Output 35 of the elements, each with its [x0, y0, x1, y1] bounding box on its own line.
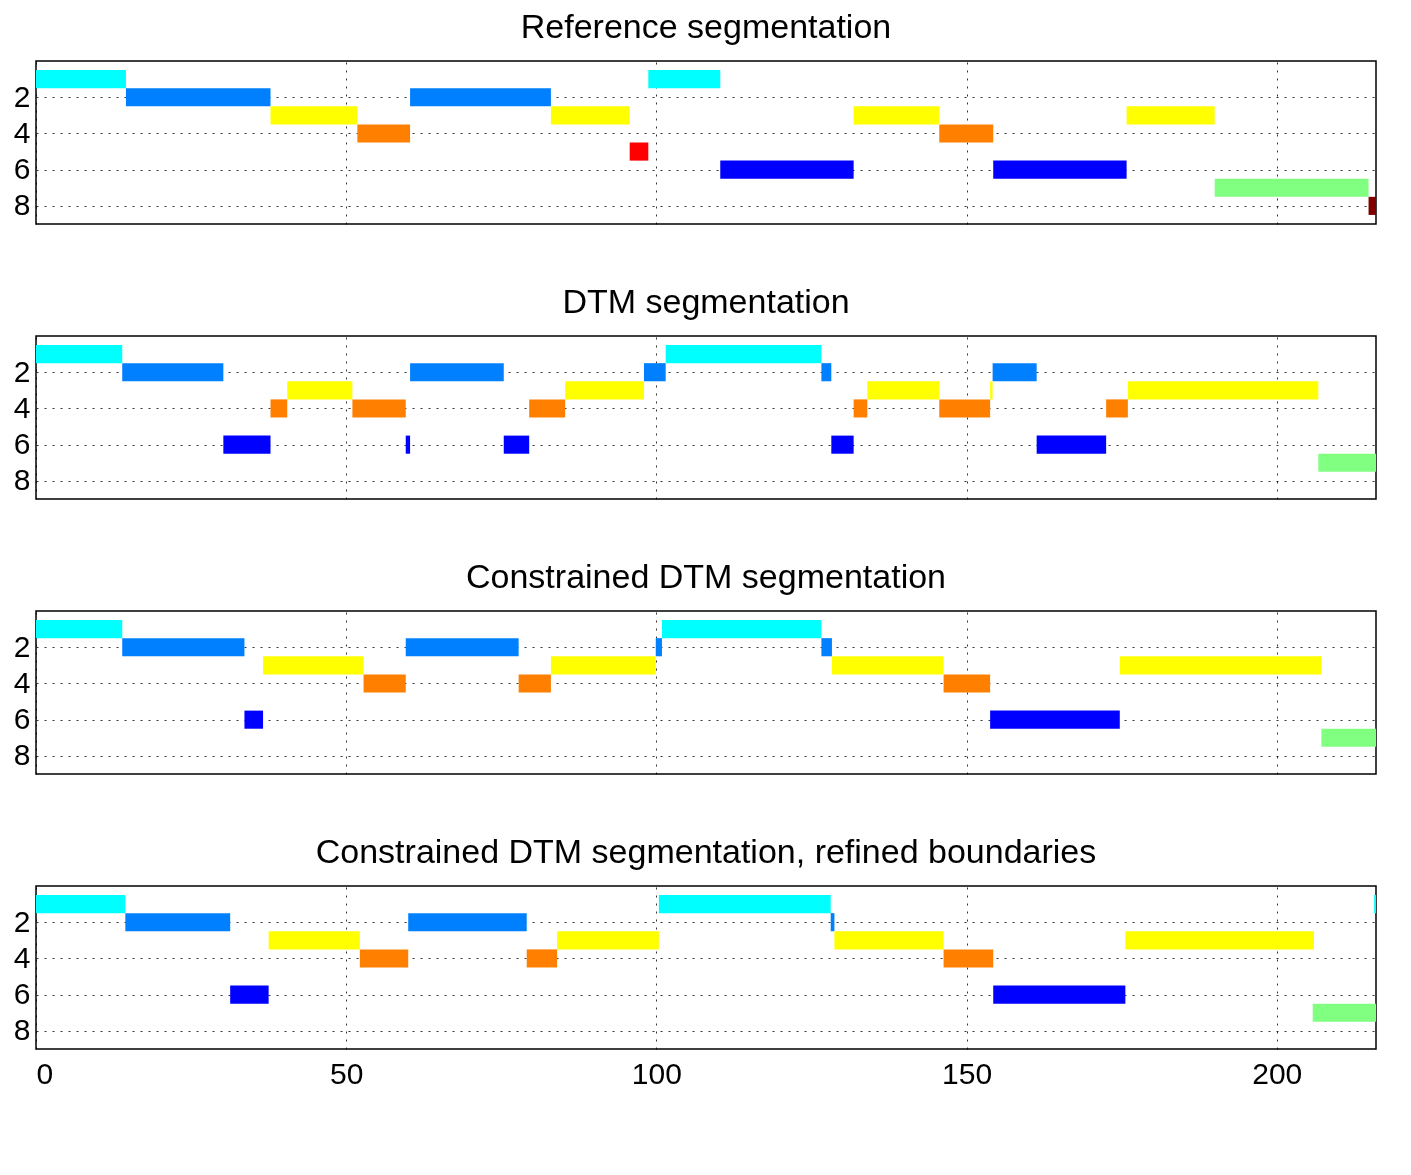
y-tick-label: 2 [13, 354, 31, 388]
bar [1106, 399, 1128, 418]
y-tick-label: 4 [13, 940, 31, 974]
x-tick-label: 100 [631, 1056, 682, 1090]
chart-title: Constrained DTM segmentation, refined boundaries [315, 832, 1097, 870]
y-tick-label: 4 [13, 115, 31, 149]
x-tick-label: 200 [1252, 1056, 1303, 1090]
x-tick-label: 150 [942, 1056, 993, 1090]
chart-title: Reference segmentation [520, 7, 892, 45]
bar [1318, 453, 1376, 472]
y-tick-label: 8 [13, 463, 31, 497]
y-tick-label: 6 [13, 152, 31, 186]
bar [1214, 178, 1369, 197]
x-tick-label: 50 [330, 1056, 364, 1090]
y-tick-label: 6 [13, 702, 31, 736]
y-tick-label: 2 [13, 629, 31, 663]
y-tick-label: 4 [13, 665, 31, 699]
y-tick-label: 8 [13, 1013, 31, 1047]
bar [1368, 196, 1376, 215]
bar [1312, 1003, 1376, 1022]
y-tick-label: 6 [13, 427, 31, 461]
bar [1126, 106, 1215, 125]
chart-title: DTM segmentation [562, 282, 850, 320]
bar [853, 106, 940, 125]
y-tick-label: 8 [13, 738, 31, 772]
bar [1125, 931, 1314, 950]
y-tick-label: 6 [13, 977, 31, 1011]
bar [629, 142, 649, 161]
y-tick-label: 2 [13, 79, 31, 113]
y-tick-label: 2 [13, 904, 31, 938]
x-tick-label: 0 [36, 1056, 54, 1090]
y-tick-label: 8 [13, 188, 31, 222]
bar [1321, 728, 1376, 747]
chart-title: Constrained DTM segmentation [465, 557, 947, 595]
y-tick-label: 4 [13, 390, 31, 424]
